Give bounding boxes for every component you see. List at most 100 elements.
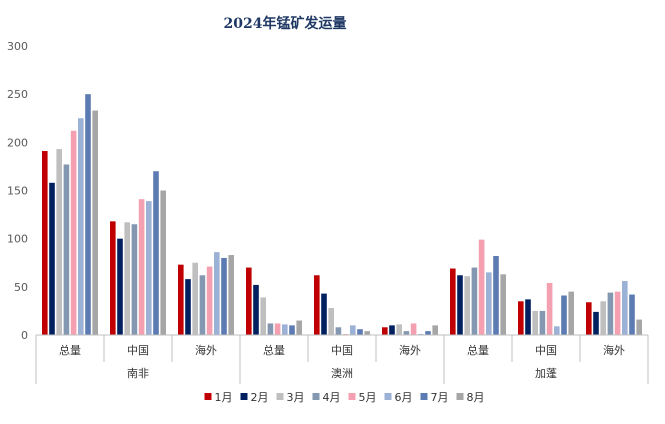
bar [260, 297, 266, 335]
bar [464, 276, 470, 335]
bar [593, 311, 599, 335]
bar [607, 292, 614, 335]
x-tick-label: 海外 [603, 343, 625, 357]
y-tick-label: 250 [7, 88, 28, 101]
bar [586, 302, 592, 335]
bar [389, 325, 395, 335]
legend-label: 5月 [359, 391, 377, 404]
y-tick-label: 50 [14, 281, 28, 294]
legend-swatch [420, 393, 428, 400]
bar [432, 325, 438, 335]
chart-title: 2024年锰矿发运量 [224, 15, 347, 32]
bar [493, 256, 499, 335]
bar [335, 327, 342, 335]
plot-area [42, 94, 642, 335]
bar [199, 275, 206, 335]
group-label: 加蓬 [535, 367, 557, 380]
legend-swatch [384, 393, 392, 400]
bar [124, 222, 130, 335]
legend-label: 4月 [323, 391, 341, 404]
bar [328, 308, 334, 335]
bar [178, 264, 184, 335]
bar [146, 201, 152, 335]
bar [554, 326, 560, 335]
y-tick-label: 150 [7, 185, 28, 198]
bar [568, 291, 574, 335]
bar [532, 310, 538, 335]
bar [70, 130, 77, 335]
legend-label: 6月 [395, 391, 413, 404]
bar [600, 301, 606, 335]
bar [457, 275, 463, 335]
group-label: 澳洲 [331, 367, 353, 380]
bar [49, 182, 55, 335]
y-tick-label: 300 [7, 40, 28, 53]
bar [214, 252, 220, 335]
bar [500, 274, 506, 335]
legend-label: 1月 [215, 391, 233, 404]
bar [364, 331, 370, 335]
bar [206, 266, 213, 335]
legend-swatch [240, 393, 248, 400]
bar [410, 323, 417, 335]
bar [478, 239, 485, 335]
legend-swatch [312, 393, 320, 400]
bar [382, 327, 388, 335]
bar [546, 282, 553, 335]
bar [282, 324, 288, 335]
bar [85, 94, 91, 335]
bar [350, 325, 356, 335]
x-tick-label: 海外 [399, 343, 421, 357]
bar [539, 310, 546, 335]
legend-swatch [348, 393, 356, 400]
legend-swatch [204, 393, 212, 400]
bar [253, 284, 259, 335]
bar [110, 221, 116, 335]
x-tick-label: 总量 [263, 343, 285, 357]
bar [153, 171, 159, 335]
bar [518, 301, 524, 335]
bar [63, 164, 70, 335]
bar [246, 267, 252, 335]
legend-swatch [276, 393, 284, 400]
bar [160, 190, 166, 335]
y-tick-label: 0 [21, 329, 28, 342]
x-tick-label: 中国 [535, 344, 557, 357]
x-tick-label: 中国 [331, 344, 353, 357]
bar [471, 267, 478, 335]
bar [321, 293, 327, 335]
x-tick-label: 中国 [127, 344, 149, 357]
bar [78, 118, 84, 335]
legend-label: 2月 [251, 391, 269, 404]
y-tick-label: 100 [7, 233, 28, 246]
bar [622, 281, 628, 335]
legend-label: 3月 [287, 391, 305, 404]
bar [314, 275, 320, 335]
bar [274, 323, 281, 335]
x-tick-label: 总量 [59, 343, 81, 357]
bar [629, 294, 635, 335]
bar [192, 262, 198, 335]
bar [185, 279, 191, 335]
bar [117, 238, 123, 335]
bar [450, 268, 456, 335]
bar [92, 110, 98, 335]
bar [525, 299, 531, 335]
bar [403, 331, 410, 335]
bar [396, 324, 402, 335]
bar [138, 199, 145, 335]
bar [486, 272, 492, 335]
legend-label: 7月 [431, 391, 449, 404]
legend-label: 8月 [467, 391, 485, 404]
bar [636, 319, 642, 335]
y-tick-label: 200 [7, 136, 28, 149]
y-axis: 0 50 100 150 200 250 300 [7, 40, 28, 342]
bar [425, 331, 431, 335]
bar [296, 320, 302, 335]
bar [56, 149, 62, 335]
group-label: 南非 [127, 367, 149, 380]
bar [42, 151, 48, 335]
